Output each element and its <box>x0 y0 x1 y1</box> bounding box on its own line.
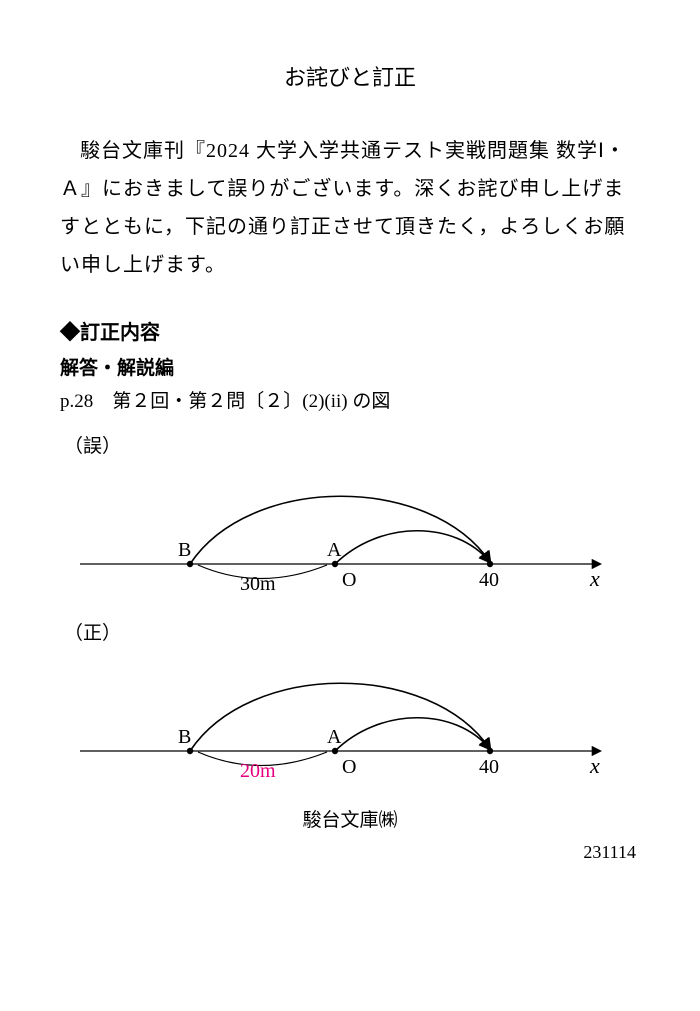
point-b-dot <box>187 748 193 754</box>
footer-publisher: 駿台文庫㈱ <box>60 805 640 832</box>
label-wrong: （誤） <box>64 431 640 458</box>
document-id: 231114 <box>60 842 640 863</box>
label-o: O <box>342 756 356 778</box>
point-40-dot <box>487 561 493 567</box>
point-40-dot <box>487 748 493 754</box>
diagram-wrong-svg: B A O 40 x 30m <box>60 464 620 594</box>
label-o: O <box>342 569 356 591</box>
section-header: ◆訂正内容 <box>60 316 640 345</box>
page-title: お詫びと訂正 <box>60 60 640 92</box>
location-line: p.28 第２回・第２問〔２〕(2)(ii) の図 <box>60 386 640 413</box>
label-correct: （正） <box>64 618 640 645</box>
label-b: B <box>178 539 191 561</box>
label-a: A <box>327 726 342 748</box>
label-b: B <box>178 726 191 748</box>
point-b-dot <box>187 561 193 567</box>
point-a-dot <box>332 748 338 754</box>
subheader: 解答・解説編 <box>60 353 640 380</box>
label-a: A <box>327 539 342 561</box>
label-40: 40 <box>479 756 499 778</box>
label-x-axis: x <box>589 753 600 778</box>
diagram-wrong: B A O 40 x 30m <box>60 464 620 594</box>
body-paragraph: 駿台文庫刊『2024 大学入学共通テスト実戦問題集 数学Ⅰ・Ａ』におきまして誤り… <box>60 132 640 284</box>
distance-value-correct: 20m <box>240 760 276 781</box>
label-x-axis: x <box>589 566 600 591</box>
diagram-correct: B A O 40 x 20m <box>60 651 620 781</box>
diagram-correct-svg: B A O 40 x 20m <box>60 651 620 781</box>
distance-value-wrong: 30m <box>240 573 276 594</box>
point-a-dot <box>332 561 338 567</box>
label-40: 40 <box>479 569 499 591</box>
